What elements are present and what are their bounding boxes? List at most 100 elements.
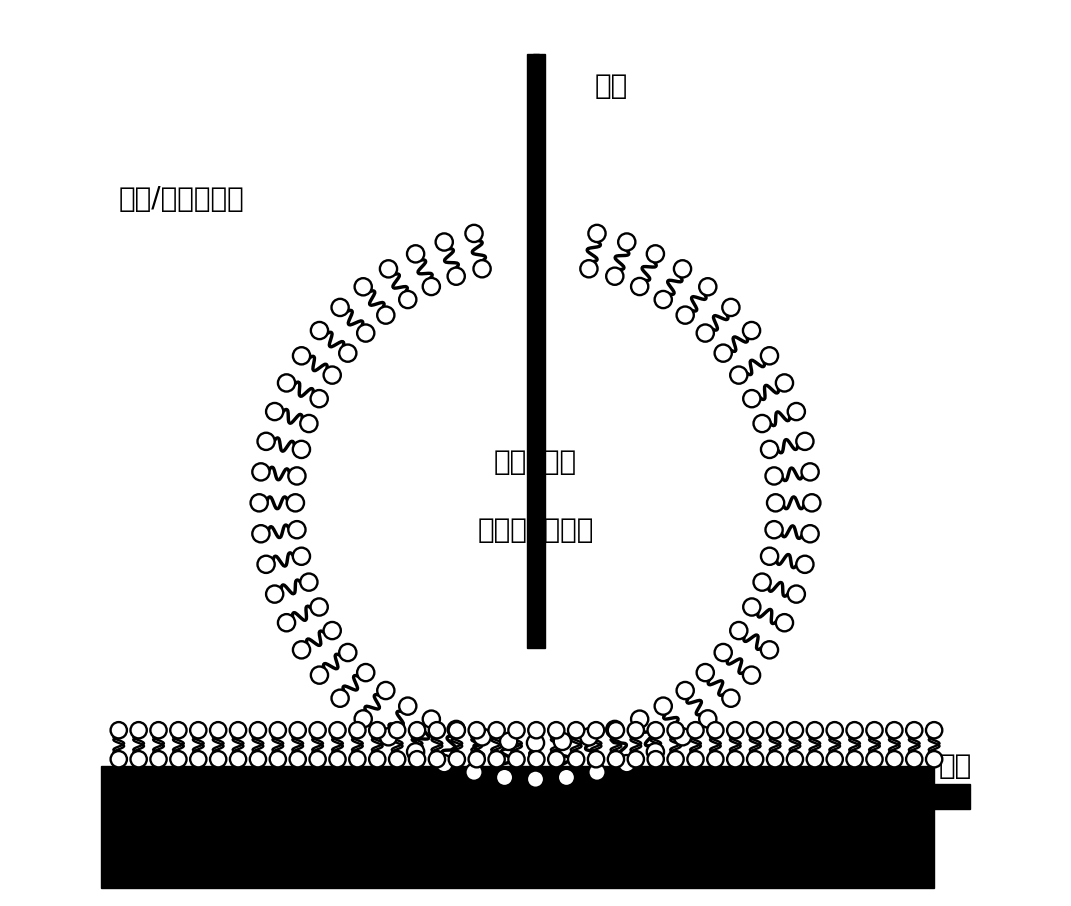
Circle shape (588, 751, 604, 767)
Circle shape (761, 547, 779, 564)
Circle shape (355, 710, 372, 728)
Circle shape (310, 722, 326, 738)
Circle shape (150, 751, 167, 767)
Circle shape (746, 722, 764, 738)
Circle shape (488, 722, 504, 738)
Circle shape (355, 278, 372, 295)
Circle shape (866, 722, 883, 738)
Circle shape (730, 622, 748, 639)
Circle shape (292, 641, 311, 659)
Circle shape (846, 722, 863, 738)
Circle shape (688, 722, 704, 738)
Circle shape (311, 390, 328, 408)
Circle shape (399, 698, 417, 715)
Circle shape (270, 722, 286, 738)
Circle shape (253, 463, 270, 480)
Circle shape (469, 722, 485, 738)
Circle shape (469, 751, 485, 767)
Circle shape (699, 710, 716, 728)
Circle shape (191, 722, 207, 738)
Circle shape (677, 682, 694, 699)
Circle shape (628, 722, 644, 738)
Circle shape (760, 641, 779, 659)
Circle shape (727, 722, 743, 738)
Circle shape (722, 299, 739, 316)
Circle shape (466, 225, 483, 242)
Circle shape (588, 722, 604, 738)
Circle shape (110, 722, 126, 738)
Circle shape (558, 769, 575, 786)
Circle shape (568, 751, 585, 767)
Circle shape (827, 722, 843, 738)
Circle shape (886, 751, 903, 767)
Circle shape (926, 751, 942, 767)
Circle shape (473, 728, 491, 746)
Circle shape (528, 751, 544, 767)
Circle shape (409, 722, 425, 738)
Bar (532, 54, 539, 109)
Circle shape (287, 494, 304, 511)
Circle shape (548, 751, 564, 767)
Circle shape (389, 722, 405, 738)
Circle shape (332, 299, 349, 316)
Circle shape (310, 751, 326, 767)
Circle shape (340, 644, 357, 661)
Circle shape (496, 769, 513, 786)
Circle shape (311, 598, 328, 615)
Circle shape (278, 374, 296, 391)
Circle shape (618, 755, 635, 772)
Circle shape (210, 722, 226, 738)
Circle shape (827, 751, 843, 767)
Circle shape (409, 751, 425, 767)
Text: （含荧光探针）: （含荧光探针） (478, 516, 593, 544)
Circle shape (270, 751, 286, 767)
Text: 磷脂/十六烷溶液: 磷脂/十六烷溶液 (119, 186, 244, 213)
Circle shape (330, 751, 346, 767)
Circle shape (250, 751, 266, 767)
Circle shape (767, 495, 784, 511)
Circle shape (806, 722, 823, 738)
Circle shape (568, 722, 585, 738)
Text: 电极: 电极 (594, 72, 628, 100)
Circle shape (527, 770, 544, 788)
Bar (527, 54, 545, 648)
Circle shape (647, 743, 664, 760)
Circle shape (509, 751, 525, 767)
Circle shape (607, 751, 624, 767)
Circle shape (428, 751, 446, 767)
Circle shape (500, 733, 517, 750)
Circle shape (548, 722, 564, 738)
Text: 水溶液液滴: 水溶液液滴 (494, 448, 577, 476)
Circle shape (257, 433, 274, 450)
Circle shape (775, 614, 793, 631)
Circle shape (797, 433, 814, 450)
Circle shape (266, 403, 284, 420)
Circle shape (330, 722, 346, 738)
Circle shape (349, 722, 365, 738)
Circle shape (377, 306, 394, 323)
Circle shape (423, 278, 440, 295)
Circle shape (631, 278, 648, 295)
Circle shape (436, 755, 453, 772)
Circle shape (631, 710, 648, 728)
Circle shape (743, 322, 760, 339)
Circle shape (311, 667, 328, 684)
Circle shape (766, 467, 783, 485)
Circle shape (323, 622, 341, 639)
Circle shape (714, 644, 731, 661)
Circle shape (707, 722, 724, 738)
Circle shape (754, 573, 771, 591)
Circle shape (926, 722, 942, 738)
Circle shape (131, 751, 147, 767)
Circle shape (407, 246, 424, 263)
Circle shape (170, 722, 186, 738)
Circle shape (380, 728, 397, 746)
Circle shape (288, 467, 305, 485)
Circle shape (580, 728, 598, 746)
Circle shape (606, 267, 623, 284)
Circle shape (230, 751, 246, 767)
Circle shape (580, 260, 598, 277)
Circle shape (760, 347, 779, 364)
Circle shape (428, 722, 446, 738)
Circle shape (761, 441, 779, 458)
